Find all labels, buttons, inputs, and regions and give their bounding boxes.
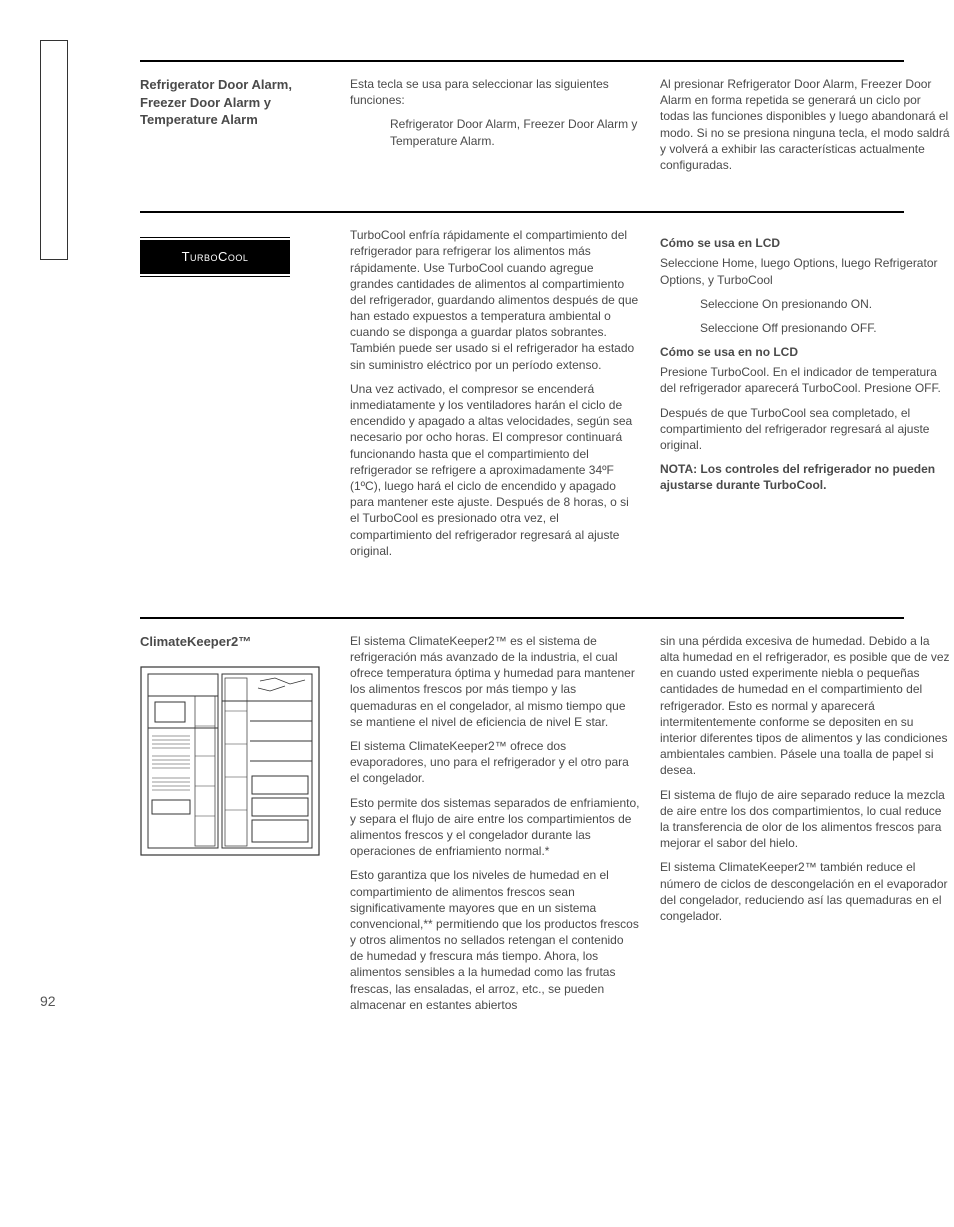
sec3-p3: Esto permite dos sistemas separados de e… — [350, 795, 640, 860]
sec3-r1: sin una pérdida excesiva de humedad. Deb… — [660, 633, 950, 779]
sec1-para1: Esta tecla se usa para seleccionar las s… — [350, 76, 640, 108]
section-rule-3 — [140, 617, 904, 619]
sec2-r1: Seleccione Home, luego Options, luego Re… — [660, 255, 950, 287]
sec2-subhead2: Cómo se usa en no LCD — [660, 344, 950, 360]
page-number: 92 — [40, 992, 56, 1011]
turbocool-label-box: TurboCool — [140, 237, 290, 277]
section-climatekeeper: ClimateKeeper2™ — [140, 633, 904, 1021]
section-rule-2 — [140, 211, 904, 213]
sec3-p4: Esto garantiza que los niveles de humeda… — [350, 867, 640, 1013]
sec2-r3: Presione TurboCool. En el indicador de t… — [660, 364, 950, 396]
sec2-p2: Una vez activado, el compresor se encend… — [350, 381, 640, 559]
sec3-p2: El sistema ClimateKeeper2™ ofrece dos ev… — [350, 738, 640, 787]
sec2-subhead1: Cómo se usa en LCD — [660, 235, 950, 251]
sec2-r2b: Seleccione Off presionando OFF. — [660, 320, 950, 336]
sec3-p1: El sistema ClimateKeeper2™ es el sistema… — [350, 633, 640, 730]
sec3-r3: El sistema ClimateKeeper2™ también reduc… — [660, 859, 950, 924]
sec1-para-right: Al presionar Refrigerator Door Alarm, Fr… — [660, 76, 950, 173]
sec2-p1: TurboCool enfría rápidamente el comparti… — [350, 227, 640, 373]
heading-door-alarm: Refrigerator Door Alarm, Freezer Door Al… — [140, 76, 330, 129]
section-rule-1 — [140, 60, 904, 62]
turbocool-label: TurboCool — [140, 240, 290, 274]
section-door-alarm: Refrigerator Door Alarm, Freezer Door Al… — [140, 76, 904, 181]
sec1-list: Refrigerator Door Alarm, Freezer Door Al… — [350, 116, 640, 148]
sec2-r4: Después de que TurboCool sea completado,… — [660, 405, 950, 454]
sec2-r2a: Seleccione On presionando ON. — [660, 296, 950, 312]
heading-climatekeeper: ClimateKeeper2™ — [140, 633, 330, 651]
side-tab-box — [40, 40, 68, 260]
fridge-diagram — [140, 666, 320, 856]
sec3-r2: El sistema de flujo de aire separado red… — [660, 787, 950, 852]
sec2-note: NOTA: Los controles del refrigerador no … — [660, 461, 950, 493]
section-turbocool: TurboCool TurboCool enfría rápidamente e… — [140, 227, 904, 567]
